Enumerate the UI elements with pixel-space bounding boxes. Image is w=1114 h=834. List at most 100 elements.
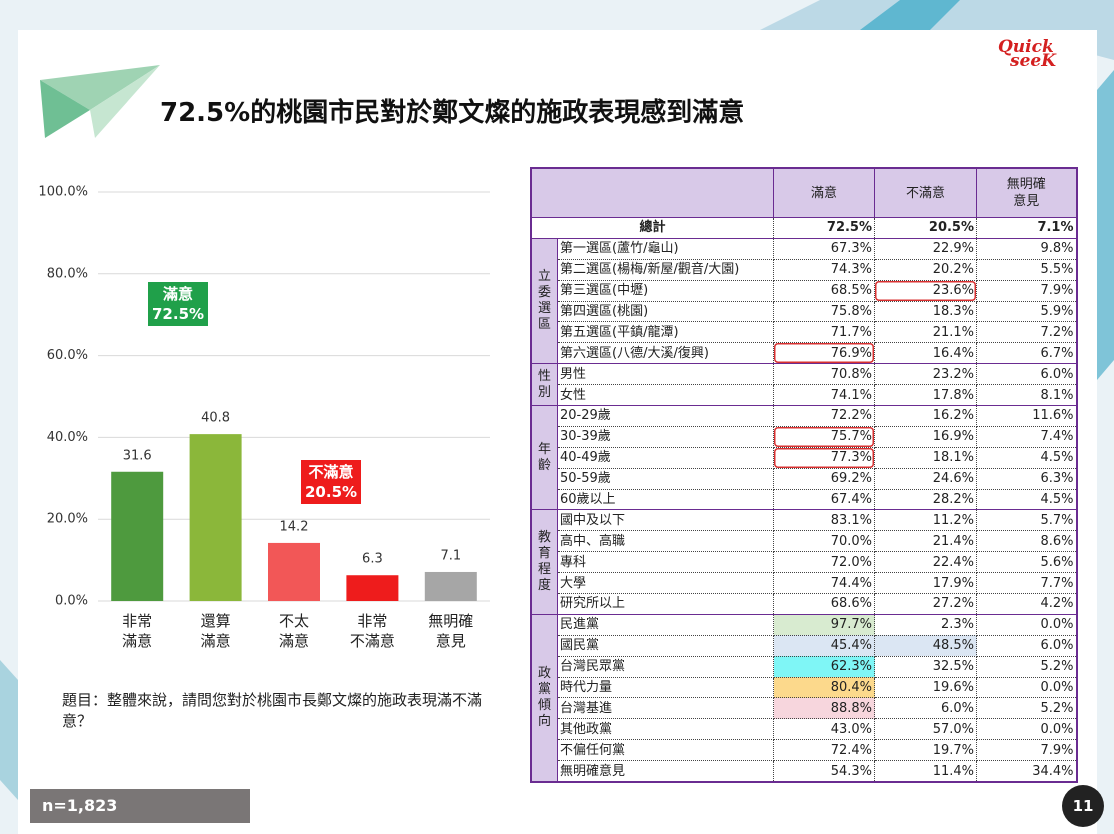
value-cell: 9.8% [976, 237, 1078, 260]
value-cell: 34.4% [976, 760, 1078, 783]
value-cell: 6.0% [976, 363, 1078, 386]
total-value: 72.5% [773, 217, 876, 239]
column-header: 無明確 意見 [976, 168, 1078, 218]
bar [268, 542, 320, 601]
data-row: 女性 74.1% 17.8% 8.1% [531, 384, 1078, 407]
decor [1097, 70, 1114, 380]
y-tick-label: 60.0% [47, 348, 88, 363]
x-tick-label: 不太 滿意 [278, 612, 309, 650]
row-label: 第五選區(平鎮/龍潭) [557, 321, 775, 344]
value-cell: 16.4% [874, 342, 978, 365]
value-cell: 43.0% [773, 718, 876, 741]
value-cell: 75.7% [773, 426, 876, 448]
x-tick-label: 非常 滿意 [122, 612, 153, 650]
data-row: 研究所以上 68.6% 27.2% 4.2% [531, 593, 1078, 615]
data-row: 第六選區(八德/大溪/復興) 76.9% 16.4% 6.7% [531, 342, 1078, 365]
bar [346, 575, 399, 601]
value-cell: 74.1% [773, 384, 876, 407]
data-row: 專科 72.0% 22.4% 5.6% [531, 551, 1078, 574]
value-cell: 8.1% [976, 384, 1078, 407]
value-cell: 68.5% [773, 280, 876, 302]
data-row: 政黨傾向 民進黨 97.7% 2.3% 0.0% [531, 613, 1078, 783]
value-cell: 6.0% [874, 697, 978, 720]
decor [40, 65, 160, 110]
data-row: 50-59歲 69.2% 24.6% 6.3% [531, 468, 1078, 490]
value-cell: 72.0% [773, 551, 876, 574]
row-label: 第二選區(楊梅/新屋/觀音/大園) [557, 259, 775, 281]
y-tick-label: 20.0% [47, 512, 88, 527]
value-cell: 4.2% [976, 593, 1078, 615]
data-row: 其他政黨 43.0% 57.0% 0.0% [531, 718, 1078, 741]
data-row: 不偏任何黨 72.4% 19.7% 7.9% [531, 739, 1078, 762]
row-label: 無明確意見 [557, 760, 775, 783]
row-label: 國民黨 [557, 635, 775, 657]
total-label: 總計 [531, 217, 775, 239]
decor [90, 65, 160, 138]
row-label: 男性 [557, 363, 775, 386]
y-tick-label: 40.0% [47, 430, 88, 445]
value-cell: 7.4% [976, 426, 1078, 448]
decor [860, 0, 960, 30]
row-label: 50-59歲 [557, 468, 775, 490]
value-cell: 27.2% [874, 593, 978, 615]
data-row: 無明確意見 54.3% 11.4% 34.4% [531, 760, 1078, 783]
value-cell: 97.7% [773, 613, 876, 636]
value-cell: 4.5% [976, 489, 1078, 511]
value-cell: 72.2% [773, 405, 876, 427]
value-cell: 21.4% [874, 530, 978, 553]
group-label: 年齡 [531, 405, 559, 511]
y-tick-label: 100.0% [38, 185, 88, 200]
data-row: 教育程度 國中及以下 83.1% 11.2% 5.7% [531, 509, 1078, 615]
row-label: 第六選區(八德/大溪/復興) [557, 342, 775, 365]
data-row: 性別 男性 70.8% 23.2% 6.0% [531, 363, 1078, 407]
logo: Quick seeK [998, 39, 1056, 71]
value-cell: 45.4% [773, 635, 876, 657]
data-row: 60歲以上 67.4% 28.2% 4.5% [531, 489, 1078, 511]
value-label: 40.8 [201, 411, 230, 426]
row-label: 第三選區(中壢) [557, 280, 775, 302]
value-cell: 67.4% [773, 489, 876, 511]
value-cell: 67.3% [773, 237, 876, 260]
value-cell: 7.7% [976, 572, 1078, 595]
row-label: 第四選區(桃園) [557, 301, 775, 323]
row-label: 台灣基進 [557, 697, 775, 720]
value-cell: 69.2% [773, 468, 876, 490]
row-label: 高中、高職 [557, 530, 775, 553]
total-value: 20.5% [874, 217, 978, 239]
logo-text: seeK [1010, 51, 1056, 71]
row-label: 40-49歲 [557, 447, 775, 469]
value-cell: 48.5% [874, 635, 978, 657]
value-cell: 11.4% [874, 760, 978, 783]
group-label: 性別 [531, 363, 559, 407]
value-cell: 5.2% [976, 697, 1078, 720]
decor [40, 80, 90, 138]
data-row: 第三選區(中壢) 68.5% 23.6% 7.9% [531, 280, 1078, 302]
total-value: 7.1% [976, 217, 1078, 239]
bar [111, 471, 164, 601]
value-cell: 7.2% [976, 321, 1078, 344]
column-header: 滿意 [773, 168, 876, 218]
value-cell: 4.5% [976, 447, 1078, 469]
value-cell: 2.3% [874, 613, 978, 636]
value-cell: 76.9% [773, 342, 876, 365]
data-row: 台灣基進 88.8% 6.0% 5.2% [531, 697, 1078, 720]
value-cell: 17.9% [874, 572, 978, 595]
value-cell: 77.3% [773, 447, 876, 469]
value-cell: 8.6% [976, 530, 1078, 553]
value-cell: 6.7% [976, 342, 1078, 365]
value-label: 31.6 [123, 448, 152, 463]
annotation: 不滿意 20.5% [301, 460, 362, 504]
group-label: 教育程度 [531, 509, 559, 615]
y-tick-label: 80.0% [47, 266, 88, 281]
value-label: 6.3 [362, 552, 383, 567]
sample-size: n=1,823 [30, 789, 250, 823]
value-cell: 7.9% [976, 739, 1078, 762]
total-row: 總計 72.5% 20.5% 7.1% [531, 217, 1078, 239]
value-cell: 70.8% [773, 363, 876, 386]
value-cell: 0.0% [976, 718, 1078, 741]
value-cell: 22.4% [874, 551, 978, 574]
data-row: 時代力量 80.4% 19.6% 0.0% [531, 677, 1078, 699]
value-cell: 74.3% [773, 259, 876, 281]
bar [424, 571, 477, 601]
